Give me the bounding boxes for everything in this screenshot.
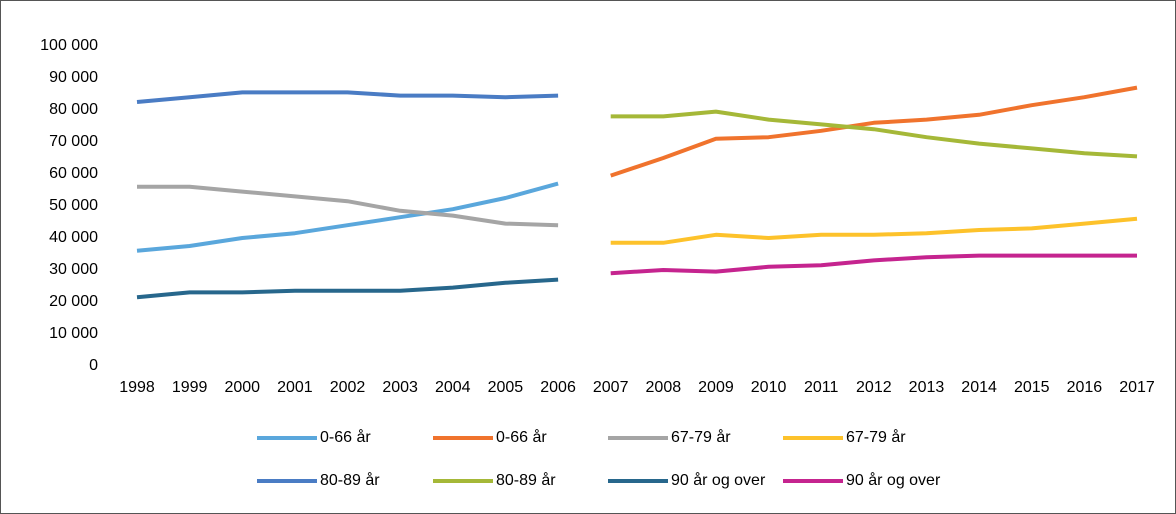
y-tick-label: 90 000 — [49, 69, 98, 86]
x-tick-label: 2007 — [593, 379, 629, 396]
y-tick-label: 30 000 — [49, 261, 98, 278]
legend-label: 80-89 år — [496, 471, 556, 489]
y-tick-label: 70 000 — [49, 133, 98, 150]
x-tick-label: 1998 — [119, 379, 155, 396]
x-tick-label: 2014 — [961, 379, 997, 396]
series-line — [137, 184, 559, 228]
x-tick-label: 2017 — [1119, 379, 1155, 396]
y-tick-label: 60 000 — [49, 165, 98, 182]
series-line — [136, 277, 559, 300]
legend-label: 90 år og over — [671, 471, 766, 489]
y-tick-label: 100 000 — [40, 37, 98, 54]
x-tick-label: 2009 — [698, 379, 734, 396]
y-tick-label: 20 000 — [49, 293, 98, 310]
x-tick-label: 1999 — [172, 379, 208, 396]
x-tick-label: 2005 — [488, 379, 524, 396]
series-line — [136, 181, 559, 253]
x-tick-label: 2016 — [1067, 379, 1103, 396]
series-line — [610, 85, 1138, 178]
y-tick-label: 10 000 — [49, 325, 98, 342]
y-tick-label: 50 000 — [49, 197, 98, 214]
x-tick-label: 2013 — [909, 379, 945, 396]
x-tick-label: 2012 — [856, 379, 892, 396]
y-tick-label: 40 000 — [49, 229, 98, 246]
x-tick-label: 2000 — [224, 379, 260, 396]
legend-label: 67-79 år — [846, 428, 906, 446]
x-tick-label: 2011 — [804, 379, 839, 396]
y-tick-label: 0 — [89, 357, 98, 374]
series-line — [610, 109, 1138, 159]
x-tick-label: 2006 — [540, 379, 576, 396]
legend-label: 0-66 år — [496, 428, 547, 446]
x-tick-label: 2004 — [435, 379, 471, 396]
legend-label: 67-79 år — [671, 428, 731, 446]
legend-label: 80-89 år — [320, 471, 380, 489]
series-line — [610, 216, 1138, 245]
x-tick-label: 2010 — [751, 379, 787, 396]
x-tick-label: 2015 — [1014, 379, 1050, 396]
x-tick-label: 2003 — [382, 379, 418, 396]
series-line — [610, 253, 1137, 276]
x-tick-label: 2001 — [277, 379, 313, 396]
x-tick-label: 2002 — [330, 379, 366, 396]
y-tick-label: 80 000 — [49, 101, 98, 118]
legend-label: 90 år og over — [846, 471, 941, 489]
series-line — [136, 90, 559, 104]
x-tick-label: 2008 — [646, 379, 682, 396]
legend-label: 0-66 år — [320, 428, 371, 446]
